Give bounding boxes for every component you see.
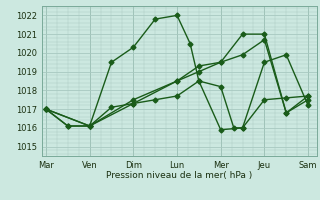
X-axis label: Pression niveau de la mer( hPa ): Pression niveau de la mer( hPa ): [106, 171, 252, 180]
